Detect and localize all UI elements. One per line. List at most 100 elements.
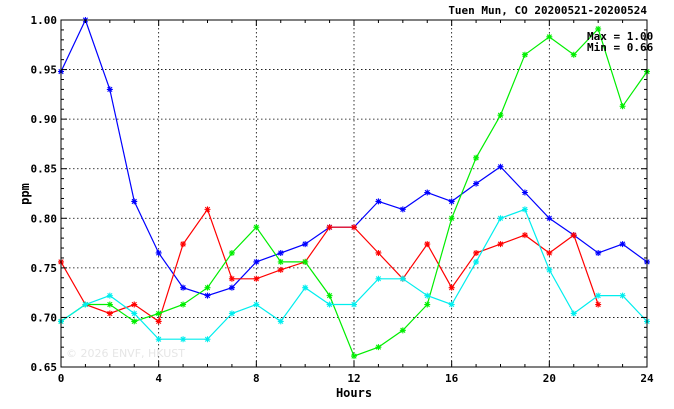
y-tick-label: 0.90 <box>31 113 58 126</box>
min-annotation: Min = 0.66 <box>587 41 654 54</box>
data-point <box>180 336 187 343</box>
chart-title: Tuen Mun, CO 20200521-20200524 <box>448 4 647 17</box>
data-point <box>155 336 162 343</box>
data-point <box>448 198 455 205</box>
data-point <box>351 224 357 231</box>
data-point <box>253 275 260 282</box>
data-point <box>448 284 455 291</box>
data-point <box>619 241 626 248</box>
data-point <box>228 310 235 317</box>
data-point <box>351 301 357 308</box>
data-point <box>473 180 480 187</box>
data-point <box>180 301 187 308</box>
data-point <box>302 284 309 291</box>
data-point <box>106 310 113 317</box>
data-point <box>131 198 138 205</box>
data-point <box>375 198 382 205</box>
y-tick-label: 1.00 <box>31 14 58 27</box>
data-point <box>302 241 309 248</box>
y-tick-label: 0.95 <box>31 64 58 77</box>
data-point <box>375 275 382 282</box>
data-point <box>228 249 235 256</box>
data-point <box>595 25 602 32</box>
data-point <box>326 224 333 231</box>
data-point <box>302 258 309 265</box>
data-point <box>595 249 602 256</box>
y-axis-title: ppm <box>18 183 32 205</box>
data-point <box>399 275 406 282</box>
x-tick-label: 0 <box>58 372 65 385</box>
data-point <box>326 301 333 308</box>
data-point <box>497 112 504 119</box>
y-tick-label: 0.65 <box>31 361 58 374</box>
data-point <box>619 103 626 110</box>
data-point <box>277 249 284 256</box>
x-tick-label: 4 <box>155 372 162 385</box>
data-point <box>277 266 284 273</box>
data-point <box>82 301 89 308</box>
data-point <box>399 206 406 213</box>
y-tick-label: 0.70 <box>31 311 58 324</box>
y-tick-label: 0.75 <box>31 262 58 275</box>
data-point <box>180 284 187 291</box>
data-point <box>277 258 284 265</box>
y-tick-label: 0.80 <box>31 212 58 225</box>
data-point <box>473 258 480 265</box>
data-point <box>131 310 138 317</box>
data-point <box>155 310 162 317</box>
data-point <box>473 249 480 256</box>
data-point <box>497 241 504 248</box>
data-point <box>546 215 553 222</box>
x-tick-label: 20 <box>543 372 556 385</box>
data-point <box>424 241 431 248</box>
data-point <box>375 344 382 351</box>
data-point <box>131 318 138 325</box>
data-point <box>253 258 260 265</box>
data-point <box>424 301 431 308</box>
data-point <box>570 51 577 58</box>
data-point <box>424 292 431 299</box>
tick-label-layer: 0 4 8 12 16 20 24 0.65 0.70 0.75 0.80 0.85 0.90 0.95 1… <box>31 14 654 385</box>
data-point <box>131 301 138 308</box>
data-point <box>595 292 602 299</box>
data-point <box>424 189 431 196</box>
data-point <box>399 327 406 334</box>
max-annotation: Max = 1.00 <box>587 30 653 43</box>
data-point <box>546 249 553 256</box>
data-point <box>155 249 162 256</box>
x-tick-label: 8 <box>253 372 260 385</box>
data-point <box>204 336 211 343</box>
data-point <box>204 284 211 291</box>
data-point <box>570 232 577 239</box>
data-point <box>253 224 260 231</box>
data-point <box>521 189 528 196</box>
data-point <box>497 215 504 222</box>
x-tick-label: 24 <box>640 372 654 385</box>
x-tick-label: 16 <box>445 372 459 385</box>
data-point <box>228 275 235 282</box>
data-point <box>106 301 113 308</box>
series-layer <box>58 17 650 360</box>
x-axis-title: Hours <box>336 386 372 400</box>
watermark: © 2026 ENVF, HKUST <box>66 347 185 360</box>
data-point <box>228 284 235 291</box>
data-point <box>521 51 528 58</box>
data-point <box>497 163 504 170</box>
data-point <box>375 249 382 256</box>
data-point <box>155 318 162 325</box>
data-point <box>253 301 260 308</box>
data-point <box>106 86 113 93</box>
data-point <box>619 292 626 299</box>
data-point <box>546 33 553 40</box>
data-point <box>521 206 528 213</box>
data-point <box>521 232 528 239</box>
y-tick-label: 0.85 <box>31 163 58 176</box>
data-point <box>106 292 113 299</box>
data-point <box>204 292 211 299</box>
tick-layer <box>60 19 648 368</box>
data-point <box>595 301 602 308</box>
data-point <box>448 215 455 222</box>
data-point <box>546 266 553 273</box>
x-tick-label: 12 <box>347 372 360 385</box>
